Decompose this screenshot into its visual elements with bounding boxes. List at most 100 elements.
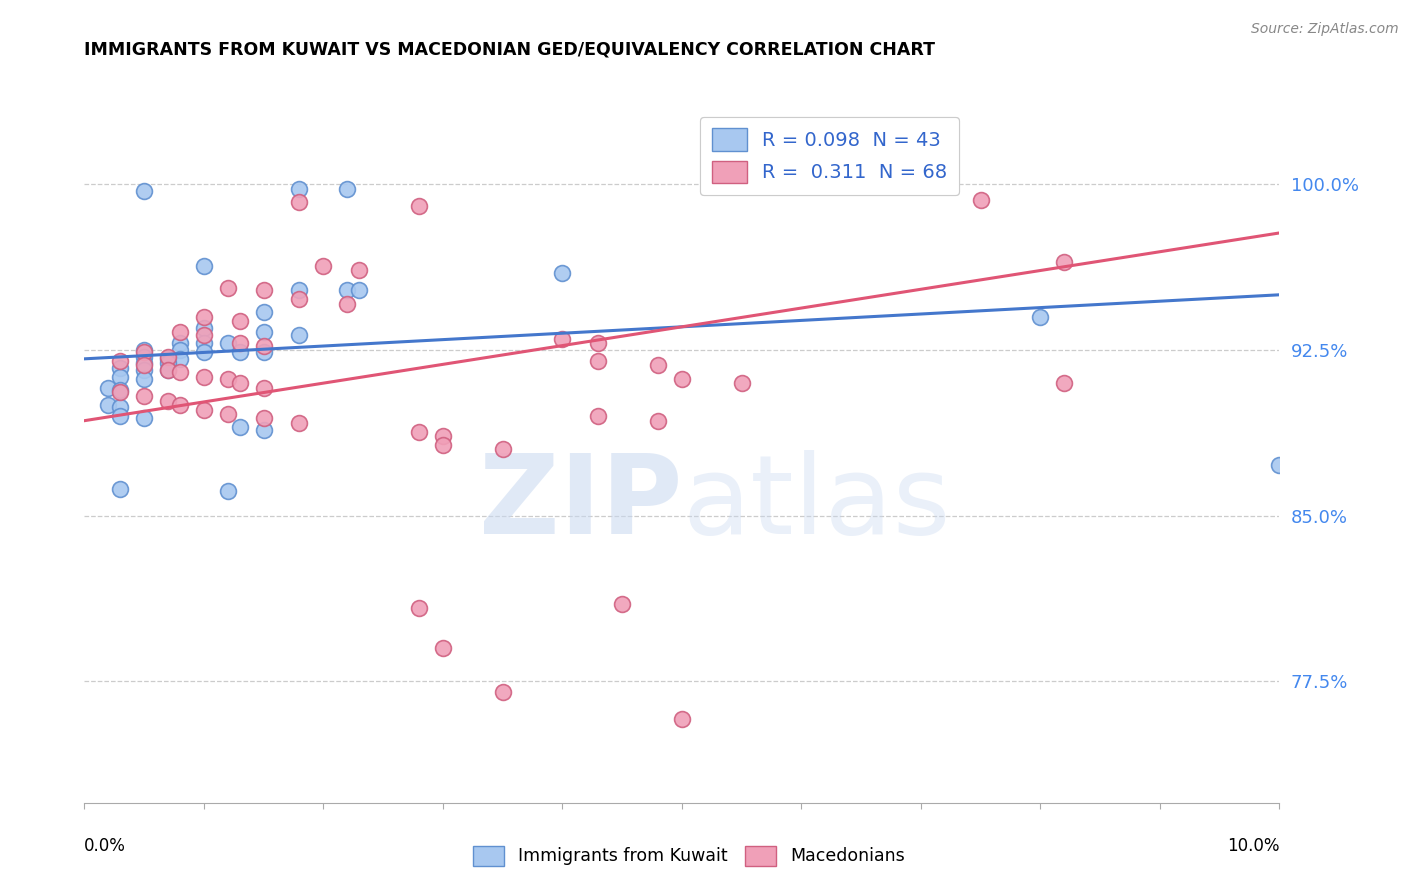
Point: [1029, 310, 1052, 324]
Point: [671, 372, 693, 386]
Point: [588, 354, 610, 368]
Point: [228, 376, 252, 391]
Point: [228, 345, 252, 359]
Text: atlas: atlas: [682, 450, 950, 558]
Legend: Immigrants from Kuwait, Macedonians: Immigrants from Kuwait, Macedonians: [464, 837, 914, 874]
Point: [217, 372, 239, 386]
Point: [349, 263, 371, 277]
Point: [253, 423, 276, 437]
Point: [349, 284, 371, 298]
Point: [97, 380, 120, 394]
Point: [228, 336, 252, 351]
Point: [110, 409, 132, 424]
Point: [432, 438, 454, 452]
Point: [110, 401, 132, 415]
Text: Source: ZipAtlas.com: Source: ZipAtlas.com: [1251, 22, 1399, 37]
Point: [132, 359, 156, 373]
Text: 10.0%: 10.0%: [1227, 837, 1279, 855]
Point: [588, 409, 610, 424]
Point: [288, 194, 311, 209]
Point: [492, 685, 515, 699]
Point: [157, 350, 180, 364]
Point: [110, 384, 132, 399]
Point: [1053, 376, 1076, 391]
Point: [336, 182, 359, 196]
Point: [193, 336, 215, 351]
Point: [288, 416, 311, 430]
Point: [647, 359, 669, 373]
Point: [253, 326, 276, 340]
Point: [647, 414, 669, 428]
Point: [169, 351, 191, 366]
Point: [228, 420, 252, 434]
Point: [157, 363, 180, 377]
Point: [612, 597, 634, 611]
Point: [217, 484, 239, 499]
Point: [132, 345, 156, 359]
Point: [217, 281, 239, 295]
Point: [1268, 458, 1291, 472]
Text: 0.0%: 0.0%: [84, 837, 127, 855]
Point: [169, 398, 191, 412]
Point: [408, 425, 430, 439]
Point: [132, 411, 156, 425]
Point: [253, 305, 276, 319]
Point: [169, 343, 191, 357]
Point: [132, 356, 156, 370]
Point: [731, 376, 754, 391]
Point: [132, 363, 156, 377]
Point: [157, 393, 180, 408]
Point: [110, 482, 132, 496]
Text: IMMIGRANTS FROM KUWAIT VS MACEDONIAN GED/EQUIVALENCY CORRELATION CHART: IMMIGRANTS FROM KUWAIT VS MACEDONIAN GED…: [84, 40, 935, 58]
Point: [253, 338, 276, 352]
Point: [132, 343, 156, 357]
Point: [193, 369, 215, 384]
Point: [193, 327, 215, 342]
Point: [312, 259, 335, 273]
Point: [336, 284, 359, 298]
Point: [193, 310, 215, 324]
Point: [408, 199, 430, 213]
Point: [551, 332, 574, 346]
Legend: R = 0.098  N = 43, R =  0.311  N = 68: R = 0.098 N = 43, R = 0.311 N = 68: [700, 117, 959, 194]
Point: [432, 641, 454, 656]
Point: [970, 193, 993, 207]
Point: [588, 336, 610, 351]
Point: [193, 259, 215, 273]
Point: [110, 369, 132, 384]
Point: [132, 184, 156, 198]
Point: [253, 345, 276, 359]
Point: [217, 407, 239, 421]
Point: [492, 442, 515, 457]
Point: [336, 296, 359, 310]
Point: [110, 354, 132, 368]
Point: [110, 360, 132, 375]
Point: [157, 363, 180, 377]
Point: [408, 601, 430, 615]
Text: ZIP: ZIP: [478, 450, 682, 558]
Point: [253, 284, 276, 298]
Point: [551, 266, 574, 280]
Point: [288, 182, 311, 196]
Point: [169, 336, 191, 351]
Point: [288, 284, 311, 298]
Point: [157, 356, 180, 370]
Point: [132, 372, 156, 386]
Point: [228, 314, 252, 328]
Point: [110, 383, 132, 397]
Point: [97, 398, 120, 412]
Point: [132, 389, 156, 403]
Point: [253, 411, 276, 425]
Point: [132, 350, 156, 364]
Point: [217, 336, 239, 351]
Point: [169, 365, 191, 379]
Point: [157, 351, 180, 366]
Point: [288, 327, 311, 342]
Point: [193, 345, 215, 359]
Point: [432, 429, 454, 443]
Point: [288, 292, 311, 306]
Point: [1053, 254, 1076, 268]
Point: [193, 321, 215, 335]
Point: [169, 326, 191, 340]
Point: [253, 380, 276, 394]
